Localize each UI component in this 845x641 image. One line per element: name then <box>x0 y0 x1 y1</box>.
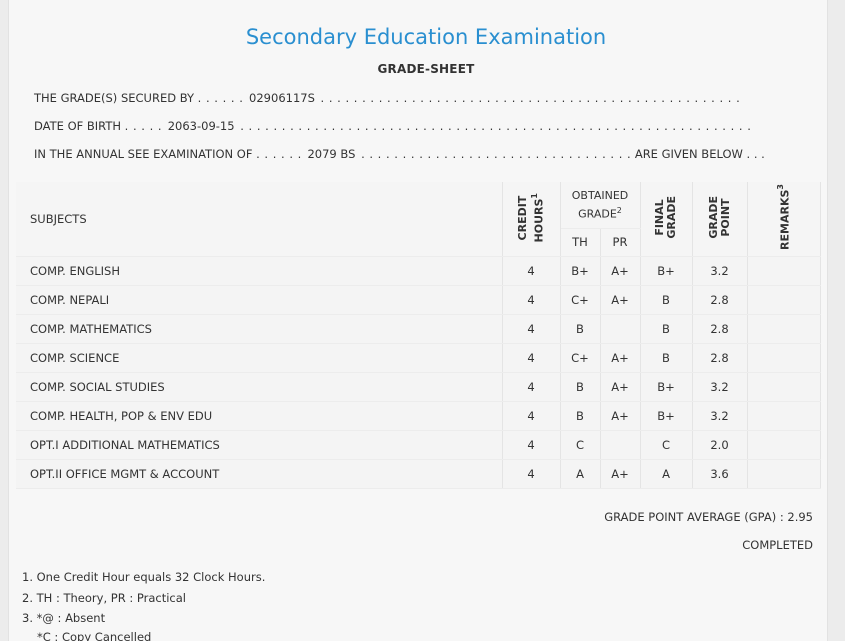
table-row: COMP. HEALTH, POP & ENV EDU 4 B A+ B+ 3.… <box>16 401 821 431</box>
header-th: TH <box>560 228 601 257</box>
header-grade-point: GRADE POINT <box>692 182 748 257</box>
cell-remarks <box>747 372 821 402</box>
exam-suffix: ARE GIVEN BELOW . . . <box>634 147 765 161</box>
cell-pr <box>600 430 641 460</box>
grade-sheet-page: Secondary Education Examination GRADE-SH… <box>8 0 828 641</box>
cell-th: A <box>560 459 601 489</box>
dot-leader: . . . . . . . . . . . . . . . . . . . . … <box>320 91 741 105</box>
table-row: COMP. MATHEMATICS 4 B B 2.8 <box>16 314 821 344</box>
exam-label: IN THE ANNUAL SEE EXAMINATION OF <box>34 147 253 161</box>
cell-final: B+ <box>640 256 693 286</box>
cell-subject: COMP. SCIENCE <box>16 343 503 373</box>
date-of-birth: 2063-09-15 <box>167 119 235 133</box>
cell-final: B <box>640 343 693 373</box>
cell-credit: 4 <box>502 256 561 286</box>
cell-subject: OPT.I ADDITIONAL MATHEMATICS <box>16 430 503 460</box>
table-row: COMP. ENGLISH 4 B+ A+ B+ 3.2 <box>16 256 821 286</box>
footnote: 1. One Credit Hour equals 32 Clock Hours… <box>22 570 266 584</box>
table-row: OPT.II OFFICE MGMT & ACCOUNT 4 A A+ A 3.… <box>16 459 821 489</box>
dob-line: DATE OF BIRTH . . . . . 2063-09-15 . . .… <box>34 119 751 133</box>
grades-table-wrapper: SUBJECTS CREDIT HOURS1 OBTAINED GRADE2 FIN… <box>16 182 821 489</box>
cell-subject: COMP. MATHEMATICS <box>16 314 503 344</box>
dot-leader: . . . . . . . . . . . . . . . . . . . . … <box>240 119 752 133</box>
footnote: 2. TH : Theory, PR : Practical <box>22 591 186 605</box>
cell-pr: A+ <box>600 372 641 402</box>
cell-pr <box>600 314 641 344</box>
cell-subject: COMP. ENGLISH <box>16 256 503 286</box>
cell-gp: 2.8 <box>692 285 748 315</box>
cell-credit: 4 <box>502 430 561 460</box>
cell-remarks <box>747 285 821 315</box>
cell-remarks <box>747 256 821 286</box>
header-remarks: REMARKS3 <box>747 182 821 257</box>
result-status: COMPLETED <box>742 538 813 552</box>
gpa-summary: GRADE POINT AVERAGE (GPA) : 2.95 <box>604 510 813 524</box>
cell-credit: 4 <box>502 459 561 489</box>
cell-th: C <box>560 430 601 460</box>
exam-line: IN THE ANNUAL SEE EXAMINATION OF . . . .… <box>34 147 765 161</box>
footnote: *C : Copy Cancelled <box>37 630 152 641</box>
cell-gp: 2.0 <box>692 430 748 460</box>
cell-credit: 4 <box>502 401 561 431</box>
cell-final: B+ <box>640 372 693 402</box>
cell-remarks <box>747 343 821 373</box>
secured-by-label: THE GRADE(S) SECURED BY <box>34 91 195 105</box>
table-row: COMP. SCIENCE 4 C+ A+ B 2.8 <box>16 343 821 373</box>
cell-pr: A+ <box>600 459 641 489</box>
cell-subject: OPT.II OFFICE MGMT & ACCOUNT <box>16 459 503 489</box>
cell-th: C+ <box>560 343 601 373</box>
header-final-grade: FINAL GRADE <box>640 182 693 257</box>
table-row: COMP. SOCIAL STUDIES 4 B A+ B+ 3.2 <box>16 372 821 402</box>
cell-th: B <box>560 372 601 402</box>
cell-gp: 3.2 <box>692 372 748 402</box>
cell-gp: 2.8 <box>692 343 748 373</box>
cell-subject: COMP. HEALTH, POP & ENV EDU <box>16 401 503 431</box>
header-subjects: SUBJECTS <box>16 182 503 257</box>
page-title: Secondary Education Examination <box>245 25 607 49</box>
cell-subject: COMP. NEPALI <box>16 285 503 315</box>
dot-leader: . . . . . . <box>256 147 302 161</box>
cell-final: A <box>640 459 693 489</box>
cell-pr: A+ <box>600 401 641 431</box>
cell-th: C+ <box>560 285 601 315</box>
cell-final: B+ <box>640 401 693 431</box>
secured-by-line: THE GRADE(S) SECURED BY . . . . . . 0290… <box>34 91 740 105</box>
dot-leader: . . . . . . <box>197 91 244 105</box>
table-row: COMP. NEPALI 4 C+ A+ B 2.8 <box>16 285 821 315</box>
cell-credit: 4 <box>502 372 561 402</box>
cell-remarks <box>747 401 821 431</box>
cell-gp: 3.6 <box>692 459 748 489</box>
cell-gp: 3.2 <box>692 256 748 286</box>
cell-credit: 4 <box>502 343 561 373</box>
cell-gp: 2.8 <box>692 314 748 344</box>
footnote: 3. *@ : Absent <box>22 611 106 625</box>
cell-pr: A+ <box>600 285 641 315</box>
cell-pr: A+ <box>600 256 641 286</box>
cell-remarks <box>747 459 821 489</box>
header-obtained-grade: OBTAINED GRADE2 <box>560 182 641 229</box>
dob-label: DATE OF BIRTH <box>34 119 122 133</box>
cell-final: C <box>640 430 693 460</box>
header-credit-hours: CREDIT HOURS1 <box>502 182 561 257</box>
dot-leader: . . . . . . . . . . . . . . . . . . . . … <box>361 147 632 161</box>
cell-remarks <box>747 314 821 344</box>
dot-leader: . . . . . <box>124 119 163 133</box>
cell-credit: 4 <box>502 314 561 344</box>
cell-credit: 4 <box>502 285 561 315</box>
table-row: OPT.I ADDITIONAL MATHEMATICS 4 C C 2.0 <box>16 430 821 460</box>
cell-pr: A+ <box>600 343 641 373</box>
cell-th: B <box>560 314 601 344</box>
cell-gp: 3.2 <box>692 401 748 431</box>
cell-subject: COMP. SOCIAL STUDIES <box>16 372 503 402</box>
cell-th: B <box>560 401 601 431</box>
grades-table: SUBJECTS CREDIT HOURS1 OBTAINED GRADE2 FIN… <box>16 182 821 489</box>
cell-final: B <box>640 314 693 344</box>
symbol-number: 02906117S <box>249 91 315 105</box>
cell-remarks <box>747 430 821 460</box>
page-subtitle: GRADE-SHEET <box>377 62 475 76</box>
exam-year: 2079 BS <box>307 147 356 161</box>
cell-final: B <box>640 285 693 315</box>
header-pr: PR <box>600 228 641 257</box>
cell-th: B+ <box>560 256 601 286</box>
